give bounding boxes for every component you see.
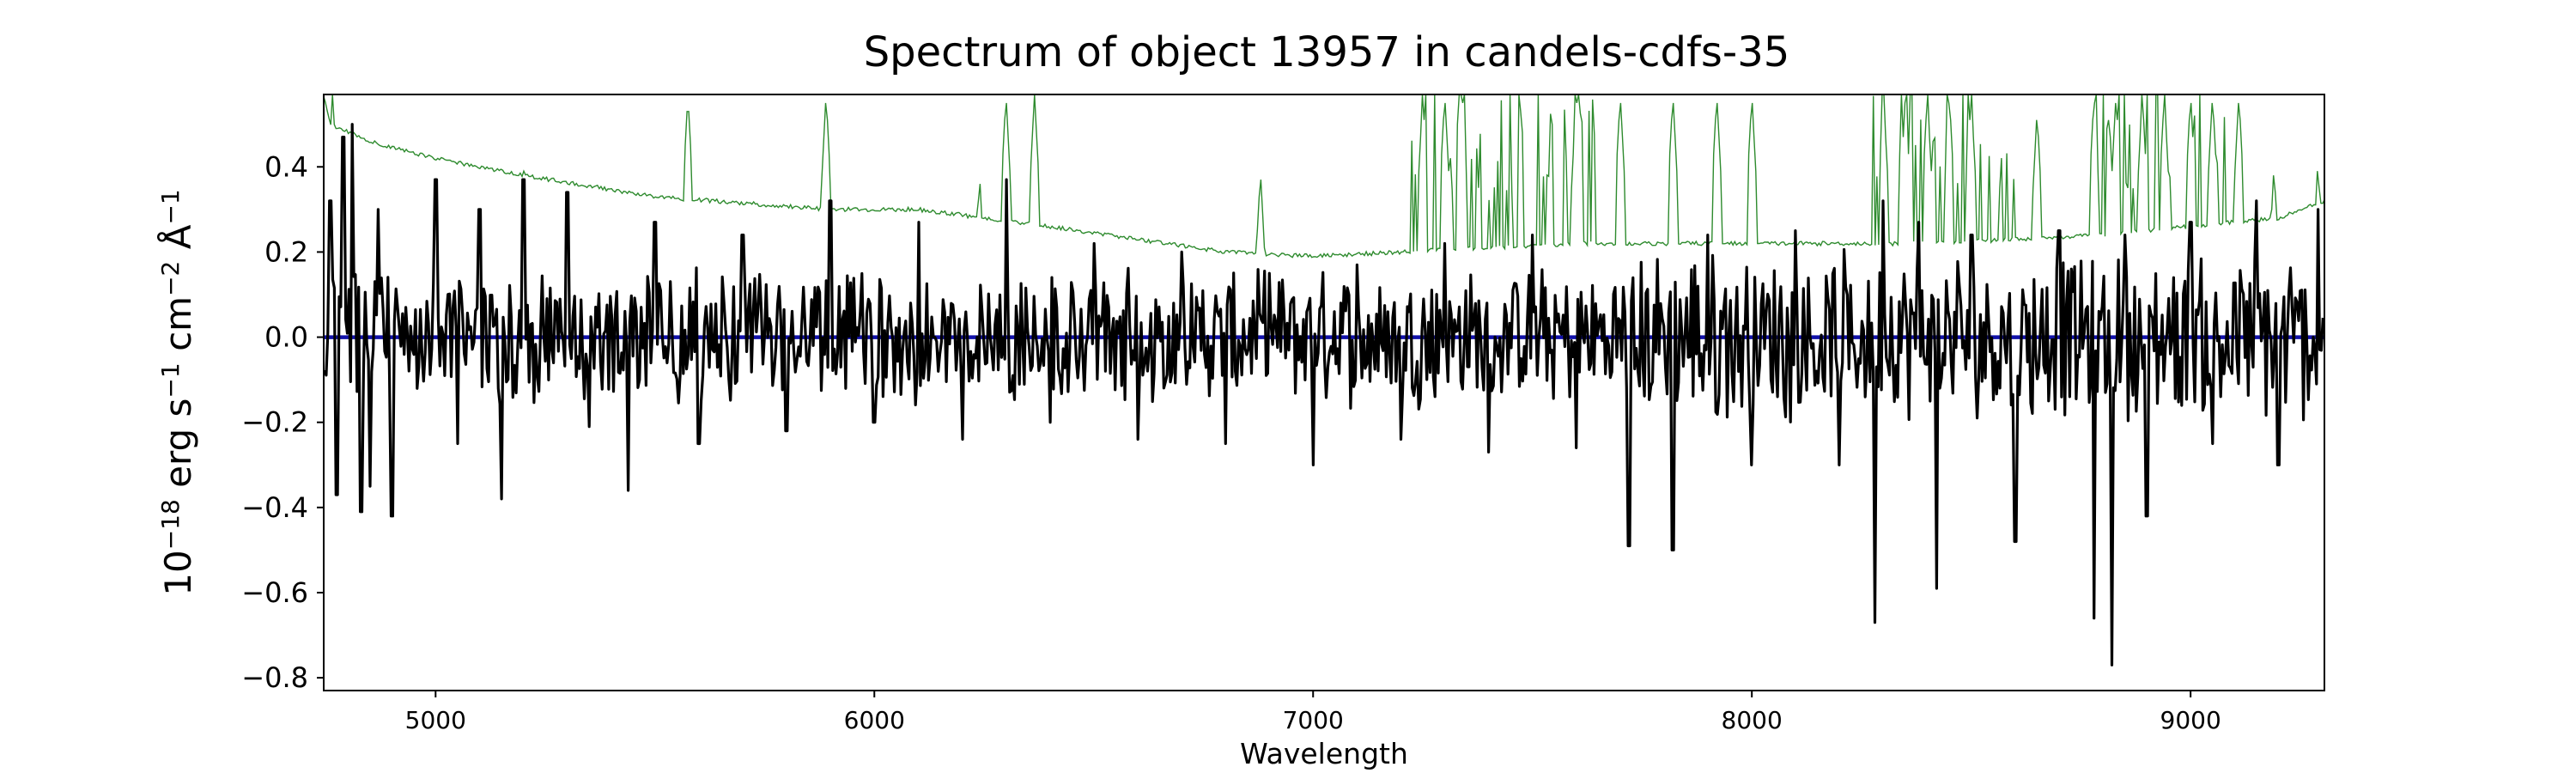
y-axis-label: 10−18 erg s−1 cm−2 Å−1 [156, 189, 199, 595]
y-tick-label: −0.6 [241, 576, 308, 609]
x-tick-label: 9000 [2160, 706, 2221, 734]
x-axis-label: Wavelength [1240, 737, 1408, 770]
y-tick-label: −0.8 [241, 661, 308, 694]
flux-line [324, 123, 2324, 666]
sky-error-line [324, 94, 2324, 259]
y-axis: −0.8 −0.6 −0.4 −0.2 0.0 0.2 0.4 [241, 150, 324, 694]
chart-title: Spectrum of object 13957 in candels-cdfs… [864, 28, 1790, 76]
x-axis: 5000 6000 7000 8000 9000 [405, 691, 2221, 734]
plot-frame [323, 94, 2325, 691]
x-tick-label: 8000 [1722, 706, 1783, 734]
x-tick-label: 6000 [844, 706, 905, 734]
x-tick-label: 5000 [405, 706, 466, 734]
y-tick-label: 0.0 [264, 321, 308, 354]
y-tick-label: −0.4 [241, 491, 308, 524]
y-tick-label: 0.2 [264, 235, 308, 268]
x-tick-label: 7000 [1283, 706, 1344, 734]
y-tick-label: −0.2 [241, 406, 308, 439]
y-tick-label: 0.4 [264, 150, 308, 183]
plot-area [323, 94, 2325, 691]
